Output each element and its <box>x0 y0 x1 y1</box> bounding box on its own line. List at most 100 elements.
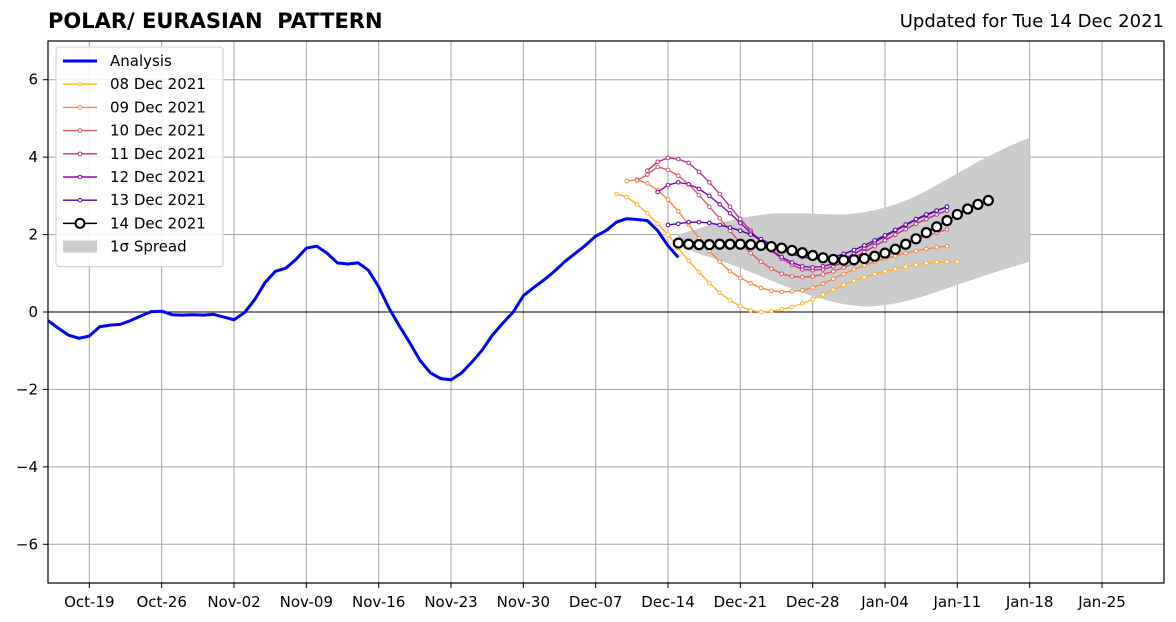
current-forecast-point <box>817 252 829 264</box>
forecast-point <box>841 282 846 288</box>
forecast-point <box>738 275 743 281</box>
forecast-point <box>758 309 764 315</box>
forecast-point <box>686 181 691 187</box>
current-forecast-point <box>951 208 963 221</box>
legend-swatch-marker <box>77 105 83 110</box>
legend-box <box>55 46 224 268</box>
forecast-point <box>676 180 681 185</box>
forecast-point <box>924 216 929 222</box>
legend-swatch-marker <box>77 197 83 203</box>
forecast-point <box>862 274 867 280</box>
forecast-point <box>903 250 908 256</box>
current-forecast-point <box>786 244 798 257</box>
current-forecast-point <box>724 238 736 250</box>
forecast-point <box>800 288 805 293</box>
current-forecast-point <box>755 239 767 252</box>
forecast-point <box>851 247 857 253</box>
current-forecast-point <box>931 221 943 233</box>
forecast-point <box>872 243 877 249</box>
current-forecast-point <box>972 198 984 210</box>
legend-label: 09 Dec 2021 <box>110 98 206 116</box>
forecast-point <box>696 269 702 275</box>
forecast-point <box>717 290 722 295</box>
forecast-point <box>665 232 671 237</box>
y-tick-label: −6 <box>16 535 38 553</box>
forecast-point <box>810 296 815 302</box>
forecast-point <box>717 216 722 221</box>
forecast-point <box>707 193 712 199</box>
forecast-point <box>903 226 908 232</box>
forecast-point <box>810 274 815 279</box>
forecast-point <box>893 227 898 233</box>
legend: Analysis 08 Dec 2021 09 Dec 2021 10 Dec 202… <box>55 46 224 268</box>
forecast-point <box>727 298 733 303</box>
forecast-point <box>676 221 681 227</box>
forecast-point <box>872 238 877 243</box>
current-forecast-point <box>827 253 839 265</box>
legend-label: 13 Dec 2021 <box>110 191 206 209</box>
forecast-point <box>655 159 660 165</box>
forecast-point <box>872 271 877 277</box>
forecast-point <box>738 228 743 233</box>
current-forecast-point <box>858 252 870 265</box>
forecast-point <box>944 227 950 232</box>
forecast-point <box>738 216 743 222</box>
legend-swatch-marker <box>77 81 83 87</box>
forecast-point <box>789 304 795 310</box>
forecast-point <box>717 259 722 264</box>
y-tick-label: 4 <box>28 148 38 166</box>
forecast-layer <box>614 155 960 315</box>
forecast-point <box>676 173 681 179</box>
current-forecast-point <box>848 254 860 266</box>
analysis-line <box>47 217 680 382</box>
forecast-point <box>645 172 650 177</box>
current-forecast-point <box>714 238 726 250</box>
forecast-point <box>727 269 733 274</box>
current-forecast-point <box>776 242 788 254</box>
forecast-point <box>707 280 712 286</box>
forecast-point <box>851 267 857 272</box>
forecast-point <box>810 265 815 270</box>
current-forecast-point <box>807 249 819 262</box>
forecast-point <box>665 182 671 188</box>
current-forecast-layer <box>672 194 994 266</box>
forecast-point <box>800 264 805 269</box>
current-forecast-point <box>703 239 715 251</box>
forecast-point <box>727 210 733 216</box>
x-tick-label: Jan-11 <box>933 593 982 611</box>
current-forecast-point <box>889 243 901 255</box>
forecast-point <box>841 271 846 277</box>
forecast-point <box>624 194 629 200</box>
y-tick-label: 0 <box>28 303 38 321</box>
forecast-point <box>831 269 836 274</box>
forecast-point <box>614 191 619 197</box>
forecast-point <box>634 178 640 183</box>
forecast-point <box>944 208 950 213</box>
forecast-point <box>655 189 660 195</box>
forecast-point <box>769 308 774 314</box>
forecast-point <box>944 243 950 249</box>
forecast-point <box>686 160 691 166</box>
forecast-line <box>667 206 948 260</box>
forecast-point <box>686 219 691 225</box>
y-tick-label: −4 <box>16 458 38 476</box>
x-tick-label: Nov-23 <box>424 593 477 611</box>
x-tick-label: Jan-18 <box>1005 593 1054 611</box>
forecast-point <box>655 164 660 170</box>
forecast-point <box>696 169 702 175</box>
forecast-point <box>934 208 939 213</box>
forecast-point <box>717 202 722 207</box>
forecast-point <box>903 264 908 270</box>
forecast-point <box>758 285 764 291</box>
forecast-point <box>717 191 722 197</box>
forecast-point <box>882 238 888 243</box>
forecast-point <box>676 209 681 214</box>
forecast-point <box>934 259 939 265</box>
forecast-point <box>789 289 795 294</box>
forecast-point <box>686 258 691 264</box>
current-forecast-point <box>941 215 953 227</box>
current-forecast-point <box>734 238 746 250</box>
analysis-layer <box>47 217 680 382</box>
forecast-point <box>665 197 671 203</box>
